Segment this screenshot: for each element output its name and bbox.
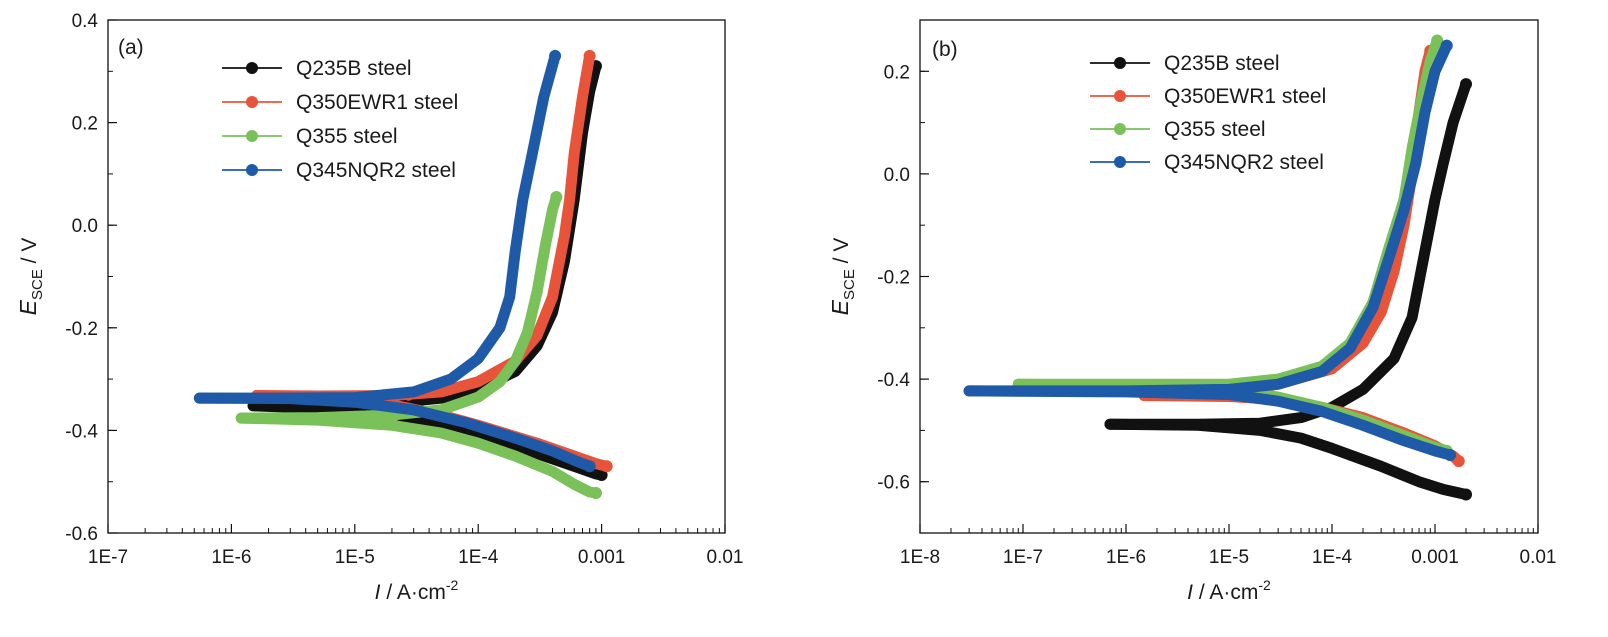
series-end-marker	[589, 486, 602, 499]
legend-label: Q345NQR2 steel	[296, 159, 456, 182]
series-anodic-branch	[1104, 78, 1472, 430]
legend-entry: Q355 steel	[1090, 118, 1266, 141]
series-end-marker	[1460, 78, 1473, 91]
legend-marker	[246, 130, 258, 142]
series-end-marker	[1460, 488, 1473, 501]
x-tick-label: 1E-4	[1312, 547, 1353, 568]
series-end-marker	[1431, 34, 1444, 47]
y-tick-label: -0.4	[65, 421, 98, 442]
y-tick-label: 0.0	[884, 165, 910, 186]
legend-entry: Q345NQR2 steel	[1090, 151, 1324, 174]
series-end-marker	[583, 460, 596, 473]
y-tick-label: -0.6	[877, 473, 910, 494]
x-tick-label: 1E-4	[458, 547, 499, 568]
panel-a: 1E-7 1E-6 1E-5 1E-4 0.001 0.01 -0.6 -0.4 -0.2 0.0…	[15, 11, 743, 604]
series-q235b	[1104, 78, 1473, 501]
x-tick-label: 0.01	[1520, 547, 1557, 568]
series-end-marker	[549, 49, 562, 62]
x-tick-label: 0.01	[707, 547, 744, 568]
x-tick-label: 1E-7	[88, 547, 128, 568]
legend-label: Q235B steel	[296, 57, 412, 80]
series-q345nqr2	[963, 39, 1457, 462]
legend-label: Q355 steel	[1164, 118, 1266, 141]
y-axis-title: ESCE / V	[827, 238, 858, 316]
legend-marker	[1114, 57, 1126, 69]
series-q345nqr2	[193, 49, 596, 473]
legend-entry: Q235B steel	[1090, 52, 1280, 75]
legend-marker	[246, 96, 258, 108]
panel-label: (b)	[932, 38, 958, 61]
y-tick-label: -0.2	[877, 268, 910, 289]
legend-marker	[1114, 123, 1126, 135]
y-tick-label: 0.4	[72, 11, 99, 32]
legend-label: Q350EWR1 steel	[296, 91, 458, 114]
y-tick-label: 0.2	[72, 114, 98, 135]
legend-marker	[1114, 156, 1126, 168]
series-end-marker	[600, 460, 613, 473]
series-anodic-branch	[235, 191, 562, 424]
series-end-marker	[550, 190, 563, 203]
x-tick-label: 1E-7	[1003, 547, 1043, 568]
series-end-marker	[1440, 39, 1453, 52]
legend-label: Q345NQR2 steel	[1164, 151, 1324, 174]
series-q355	[235, 190, 602, 499]
y-tick-label: 0.0	[72, 216, 98, 237]
x-tick-label: 0.001	[578, 547, 626, 568]
x-tick-label: 1E-8	[900, 547, 940, 568]
series-end-marker	[583, 49, 596, 62]
y-tick-label: -0.2	[65, 319, 98, 340]
legend-marker	[246, 62, 258, 74]
legend-entry: Q235B steel	[222, 57, 412, 80]
y-tick-label: -0.6	[65, 524, 98, 545]
series-end-marker	[1444, 449, 1457, 462]
x-tick-label: 0.001	[1411, 547, 1459, 568]
y-tick-label: 0.2	[884, 62, 910, 83]
x-axis-title: I / A·cm-2	[375, 577, 459, 604]
series-cathodic-branch	[193, 392, 596, 472]
x-axis-title: I / A·cm-2	[1187, 577, 1271, 604]
legend-label: Q355 steel	[296, 125, 398, 148]
x-tick-label: 1E-6	[1106, 547, 1146, 568]
panel-label: (a)	[118, 36, 144, 59]
series-cathodic-branch	[963, 385, 1456, 461]
legend-marker	[1114, 90, 1126, 102]
panel-b: 1E-8 1E-7 1E-6 1E-5 1E-4 0.001 0.01 -0.6 -0.4 -0.…	[827, 19, 1557, 604]
legend-entry: Q350EWR1 steel	[222, 91, 458, 114]
y-tick-label: -0.4	[877, 370, 910, 391]
x-tick-label: 1E-6	[211, 547, 251, 568]
legend-marker	[246, 164, 258, 176]
legend-entry: Q345NQR2 steel	[222, 159, 456, 182]
legend-label: Q235B steel	[1164, 52, 1280, 75]
legend-entry: Q355 steel	[222, 125, 398, 148]
series-end-marker	[595, 469, 608, 482]
x-tick-label: 1E-5	[335, 547, 375, 568]
series-end-marker	[1452, 455, 1465, 468]
x-tick-label: 1E-5	[1209, 547, 1249, 568]
y-axis-title: ESCE / V	[15, 238, 46, 316]
legend-label: Q350EWR1 steel	[1164, 85, 1326, 108]
legend-entry: Q350EWR1 steel	[1090, 85, 1326, 108]
series-cathodic-branch	[235, 412, 602, 499]
